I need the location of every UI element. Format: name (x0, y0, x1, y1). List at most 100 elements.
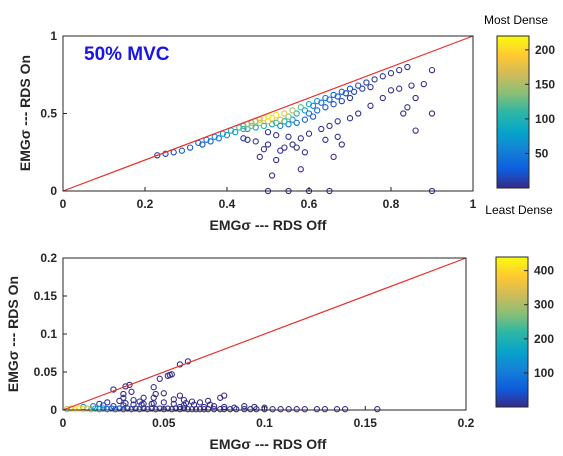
top-colorbar-tick-label: 100 (535, 112, 555, 126)
top-scatter-point (297, 166, 304, 173)
colorbar-top-caption: Most Dense (484, 13, 548, 27)
bottom-scatter-point (126, 381, 133, 389)
top-x-tick-label: 0.6 (301, 197, 318, 211)
bottom-scatter-point (168, 371, 175, 378)
bottom-colorbar-ticks: 100 200 300 400 (524, 264, 554, 380)
top-scatter-point (244, 136, 251, 143)
top-scatter-point (322, 94, 329, 102)
bottom-scatter-point (176, 406, 184, 413)
top-scatter-point (387, 70, 395, 77)
top-scatter-point (334, 118, 341, 125)
bottom-scatter-point (241, 403, 248, 410)
bottom-scatter-point (140, 394, 147, 401)
top-scatter-point (186, 144, 194, 151)
bottom-colorbar (495, 256, 529, 408)
bottom-scatter-point (221, 406, 228, 413)
bottom-colorbar-tick-label: 400 (534, 264, 554, 278)
top-x-tick-label: 0.8 (383, 197, 400, 211)
top-scatter-point (342, 90, 350, 97)
top-scatter-point (404, 104, 411, 111)
bottom-scatter-point (293, 406, 300, 413)
top-scatter-point (355, 110, 362, 117)
bottom-scatter-point (285, 406, 292, 413)
top-reference-line (62, 35, 474, 192)
top-scatter-point (330, 91, 337, 99)
bottom-scatter-point (341, 406, 349, 413)
bottom-scatter-point (190, 401, 198, 408)
top-scatter-point (256, 153, 263, 161)
bottom-scatter-point (321, 406, 329, 413)
top-scatter-point (277, 116, 284, 123)
top-scatter-point (338, 141, 345, 148)
top-scatter-point (314, 97, 321, 105)
top-scatter-point (240, 135, 247, 142)
bottom-y-tick-label: 0.15 (34, 289, 58, 303)
bottom-scatter-point (184, 406, 192, 413)
bottom-scatter-point (128, 388, 135, 395)
top-scatter-point (363, 79, 370, 86)
top-scatter-point (223, 132, 231, 139)
top-scatter-point (297, 135, 304, 142)
bottom-scatter-point (206, 401, 214, 408)
top-scatter-point (252, 138, 259, 145)
bottom-scatter-point (196, 399, 204, 406)
bottom-y-axis-label: EMGσ --- RDS On (5, 276, 21, 392)
bottom-reference-line (62, 257, 467, 411)
bottom-y-tick-label: 0.1 (40, 327, 57, 341)
bottom-scatter-point (277, 406, 284, 413)
bottom-scatter-point (120, 402, 127, 409)
top-scatter-point (268, 121, 276, 128)
bottom-scatter-point (241, 406, 248, 413)
top-scatter-point (293, 144, 300, 151)
bottom-scatter-point (88, 406, 95, 413)
bottom-scatter-point (120, 406, 127, 413)
top-scatter-points (154, 63, 436, 195)
top-annotation: 50% MVC (84, 44, 170, 65)
top-scatter-point (289, 116, 296, 123)
top-scatter-point (346, 85, 354, 92)
top-colorbar-tick-label: 150 (535, 77, 555, 91)
bottom-scatter-point (176, 392, 184, 399)
top-scatter-point (428, 110, 436, 117)
bottom-scatter-point (130, 396, 137, 404)
top-scatter-point (273, 156, 280, 164)
bottom-scatter-point (168, 406, 175, 413)
top-scatter-point (379, 94, 386, 102)
bottom-scatter-point (221, 392, 228, 399)
top-scatter-point (338, 88, 345, 95)
bottom-scatter-point (164, 372, 171, 379)
top-scatter-point (412, 127, 419, 134)
top-y-tick-label: 0.5 (40, 107, 57, 121)
top-y-ticks: 00.51 (40, 29, 67, 198)
bottom-scatter-point (170, 396, 177, 403)
bottom-x-tick-label: 0 (60, 416, 67, 430)
top-scatter-point (330, 101, 337, 108)
bottom-scatter-point (156, 405, 163, 412)
bottom-scatter-point (136, 406, 143, 413)
bottom-scatter-point (333, 406, 341, 413)
bottom-scatter-point (71, 406, 79, 413)
top-scatter-point (273, 132, 280, 139)
top-scatter-point (281, 110, 288, 117)
bottom-scatter-points (63, 358, 381, 413)
top-x-axis-label: EMGσ --- RDS Off (210, 217, 327, 233)
bottom-scatter-point (80, 406, 87, 413)
bottom-colorbar-tick-label: 200 (534, 332, 554, 346)
top-scatter-point (326, 122, 333, 130)
top-scatter-point (428, 66, 436, 74)
top-scatter-point (273, 119, 280, 126)
top-x-ticks: 0 0.2 0.4 0.6 0.8 1 (60, 187, 477, 211)
top-scatter-point (322, 136, 329, 143)
top-scatter-point (281, 144, 288, 151)
top-scatter-point (178, 147, 186, 154)
top-scatter-point (404, 63, 411, 71)
top-scatter-point (277, 122, 284, 130)
bottom-scatter-point (144, 406, 151, 413)
top-scatter-point (277, 147, 284, 154)
top-scatter-point (154, 152, 161, 159)
top-scatter-point (367, 83, 374, 91)
bottom-scatter-point (180, 405, 188, 412)
bottom-scatter-point (152, 406, 159, 413)
bottom-scatter-point (150, 384, 157, 391)
